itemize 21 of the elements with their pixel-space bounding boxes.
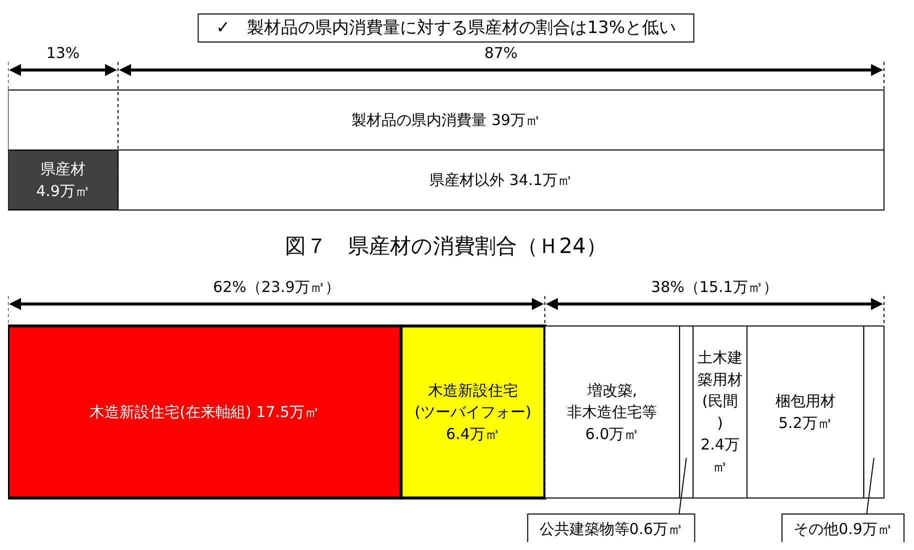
series-label: 梱包用材 xyxy=(775,392,836,410)
text: 38%（15.1万㎥） xyxy=(651,278,778,296)
chart-title: 図７ 県産材の消費割合（Ｈ24） xyxy=(285,234,607,258)
data-label: 2.4万㎥ xyxy=(700,436,740,476)
data-label: 6.4万㎥ xyxy=(446,424,500,443)
data-label: 4.9万㎥ xyxy=(36,182,90,200)
text: その他0.9万㎥ xyxy=(794,520,892,538)
series-label: 増改築,非木造住宅等 xyxy=(567,381,658,421)
series-label: 木造新設住宅(ツーバイフォー) xyxy=(414,381,532,421)
text: 62%（23.9万㎥） xyxy=(213,278,340,296)
text: 県産材以外 34.1万㎥ xyxy=(429,171,573,189)
series-label: 土木建築用材(民間) xyxy=(698,348,743,432)
text: 木造新設住宅(在来軸組) 17.5万㎥ xyxy=(90,403,320,421)
annotation: 87% xyxy=(484,44,518,62)
data-label: 6.0万㎥ xyxy=(585,424,640,443)
text: 公共建築物等0.6万㎥ xyxy=(539,520,684,538)
annotation: 13% xyxy=(46,44,80,62)
data-label: 5.2万㎥ xyxy=(778,414,832,432)
chart-title: ✓ 製材品の県内消費量に対する県産材の割合は13%と低い xyxy=(216,18,676,38)
text: 製材品の県内消費量 39万㎥ xyxy=(352,111,540,129)
series-label: 県産材 xyxy=(40,160,86,178)
